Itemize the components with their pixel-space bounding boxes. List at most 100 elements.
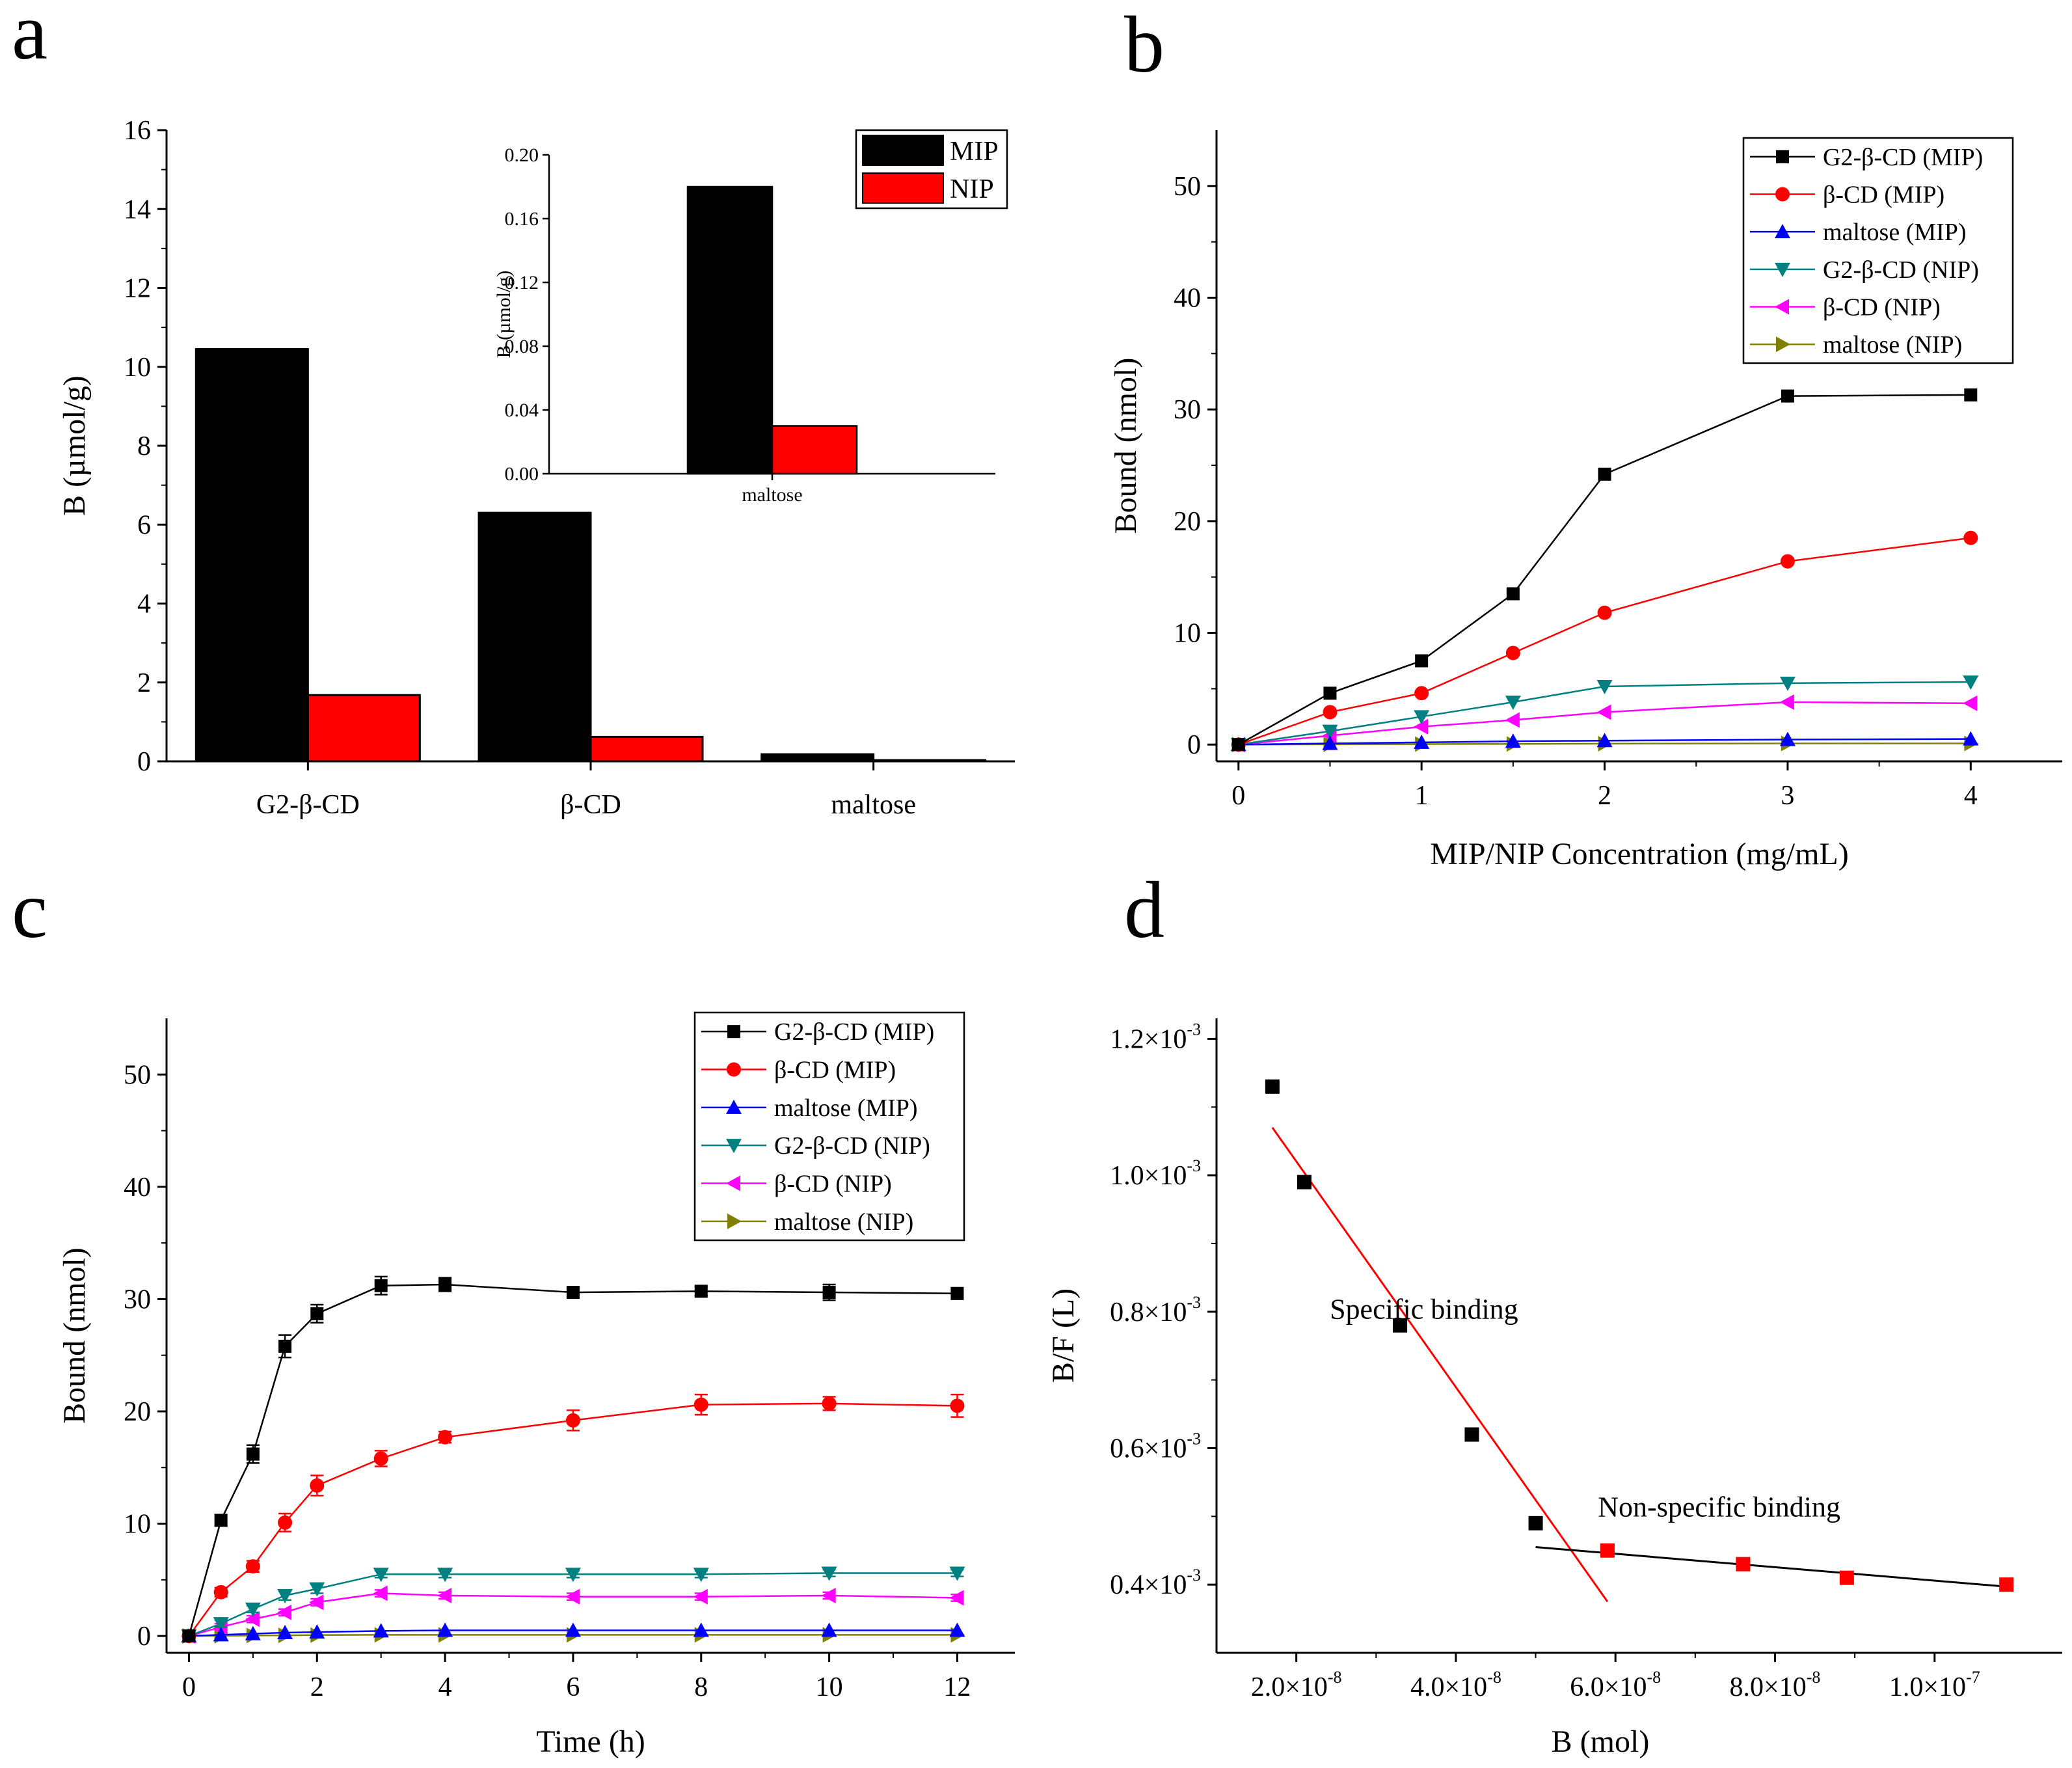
data-point-g2-cd-mip	[182, 1629, 196, 1643]
legend-marker-cd-nip	[726, 1175, 740, 1191]
y-tick-label: 4	[137, 590, 151, 619]
y-axis-title: B/F (L)	[1046, 1288, 1081, 1383]
x-tick-label: G2-β-CD	[256, 790, 360, 820]
legend-marker-maltose-nip	[727, 1213, 742, 1229]
x-tick-label: 6	[566, 1672, 580, 1702]
bar-nip-cd	[589, 735, 704, 763]
data-point-non-specific	[1999, 1577, 2014, 1592]
legend-marker-cd-mip	[727, 1062, 741, 1077]
y-tick-label: 0	[137, 747, 151, 777]
series-cd-mip	[1231, 530, 1978, 752]
data-point-maltose-mip	[1505, 733, 1521, 748]
data-point-non-specific	[1600, 1543, 1615, 1558]
data-point-g2-cd-mip	[1781, 389, 1794, 403]
y-tick-label: 1.2×10-3	[1110, 1020, 1201, 1054]
legend-label-cd-nip: β-CD (NIP)	[774, 1171, 892, 1198]
series-maltose-mip	[181, 1622, 965, 1643]
x-tick-label: β-CD	[560, 790, 621, 820]
legend-label-maltose-mip: maltose (MIP)	[774, 1095, 918, 1122]
legend-label-g2-cd-mip: G2-β-CD (MIP)	[774, 1018, 934, 1046]
y-axis-title: B (µmol/g)	[57, 375, 92, 516]
data-point-cd-mip	[1505, 646, 1520, 660]
data-point-non-specific	[1839, 1570, 1854, 1585]
x-tick-label: 2	[310, 1672, 324, 1702]
data-point-cd-mip	[213, 1584, 228, 1599]
y-tick-label: 40	[1174, 284, 1201, 314]
y-tick-label: 12	[124, 274, 151, 304]
data-point-cd-mip	[822, 1396, 837, 1411]
data-point-cd-mip	[1414, 686, 1429, 701]
legend-marker-cd-nip	[1775, 299, 1789, 315]
data-point-cd-nip	[309, 1594, 324, 1611]
data-point-g2-cd-mip	[310, 1307, 324, 1320]
x-axis-title: B (mol)	[1552, 1724, 1650, 1759]
x-tick-label: 8.0×10-8	[1730, 1668, 1821, 1702]
data-point-maltose-mip	[1596, 733, 1613, 748]
data-point-cd-nip	[1779, 694, 1794, 711]
y-tick-label: 6	[137, 510, 151, 540]
legend-label-g2-cd-mip: G2-β-CD (MIP)	[1823, 144, 1983, 171]
data-point-g2-cd-mip	[278, 1339, 292, 1353]
data-point-g2-cd-nip	[1414, 710, 1430, 725]
x-tick-label: 3	[1781, 781, 1794, 811]
y-tick-label: 14	[124, 195, 151, 224]
data-point-maltose-mip	[213, 1627, 229, 1642]
data-point-cd-mip	[950, 1398, 965, 1413]
inset-y-axis-title: B (µmol/g)	[493, 271, 515, 359]
y-tick-label: 10	[1174, 619, 1201, 649]
y-tick-label: 20	[124, 1397, 151, 1427]
data-point-cd-nip	[1596, 704, 1611, 720]
data-point-cd-nip	[1963, 695, 1978, 711]
data-point-g2-cd-mip	[1323, 687, 1337, 700]
x-axis-title: MIP/NIP Concentration (mg/mL)	[1430, 837, 1848, 871]
y-tick-label: 10	[124, 1510, 151, 1540]
data-point-maltose-mip	[277, 1624, 293, 1639]
data-point-g2-cd-nip	[1963, 675, 1979, 690]
data-point-cd-mip	[1323, 705, 1338, 720]
data-point-cd-mip	[278, 1515, 293, 1530]
inset-y-tick-label: 0.08	[505, 336, 539, 357]
data-point-g2-cd-nip	[949, 1566, 965, 1581]
y-tick-label: 30	[124, 1285, 151, 1314]
data-point-g2-cd-nip	[277, 1588, 293, 1603]
data-point-maltose-mip	[565, 1622, 581, 1637]
data-point-g2-cd-mip	[374, 1279, 388, 1292]
legend-marker-cd-mip	[1775, 187, 1790, 202]
data-point-cd-nip	[1414, 718, 1429, 735]
y-tick-label: 0	[1187, 730, 1201, 760]
bar-mip-cd	[478, 511, 592, 763]
x-tick-label: 8	[694, 1672, 708, 1702]
data-point-cd-nip	[821, 1587, 836, 1603]
x-tick-label: 2	[1598, 781, 1611, 811]
x-tick-label: 1.0×10-7	[1889, 1668, 1980, 1702]
data-point-cd-nip	[245, 1611, 260, 1627]
data-point-g2-cd-mip	[950, 1286, 964, 1300]
data-point-maltose-mip	[373, 1623, 389, 1638]
inset-y-tick-label: 0.00	[505, 463, 539, 485]
data-point-maltose-mip	[821, 1622, 837, 1637]
data-point-maltose-mip	[1963, 731, 1979, 746]
legend-label-g2-cd-nip: G2-β-CD (NIP)	[1823, 256, 1979, 284]
y-tick-label: 40	[124, 1173, 151, 1203]
legend-box	[693, 1011, 965, 1242]
legend-marker-g2-cd-mip	[727, 1025, 740, 1039]
legend-marker-g2-cd-mip	[1776, 150, 1789, 163]
data-point-g2-cd-nip	[693, 1568, 709, 1583]
inset-y-tick-label: 0.16	[505, 208, 539, 230]
data-point-g2-cd-mip	[566, 1286, 580, 1299]
panel-letter-d: d	[1124, 865, 1164, 955]
y-tick-label: 0.8×10-3	[1110, 1293, 1201, 1327]
bar-nip-g2-cd	[306, 694, 421, 763]
x-tick-label: 4.0×10-8	[1410, 1668, 1501, 1702]
legend-marker-maltose-mip	[726, 1099, 742, 1114]
data-point-g2-cd-nip	[213, 1617, 229, 1632]
data-point-cd-mip	[245, 1559, 260, 1574]
data-point-maltose-mip	[1322, 735, 1338, 750]
data-point-maltose-mip	[1779, 731, 1796, 746]
y-axis-title: Bound (nmol)	[1109, 358, 1143, 534]
x-tick-label: 4	[438, 1672, 452, 1702]
data-point-cd-mip	[1780, 554, 1795, 569]
inset-bar-mip	[686, 185, 774, 475]
data-point-g2-cd-nip	[373, 1568, 389, 1583]
panel-d: d 0.4×10-3 0.6×10-3 0.8×10-3 1.0×10-3 1.2×10…	[1046, 865, 2062, 1759]
